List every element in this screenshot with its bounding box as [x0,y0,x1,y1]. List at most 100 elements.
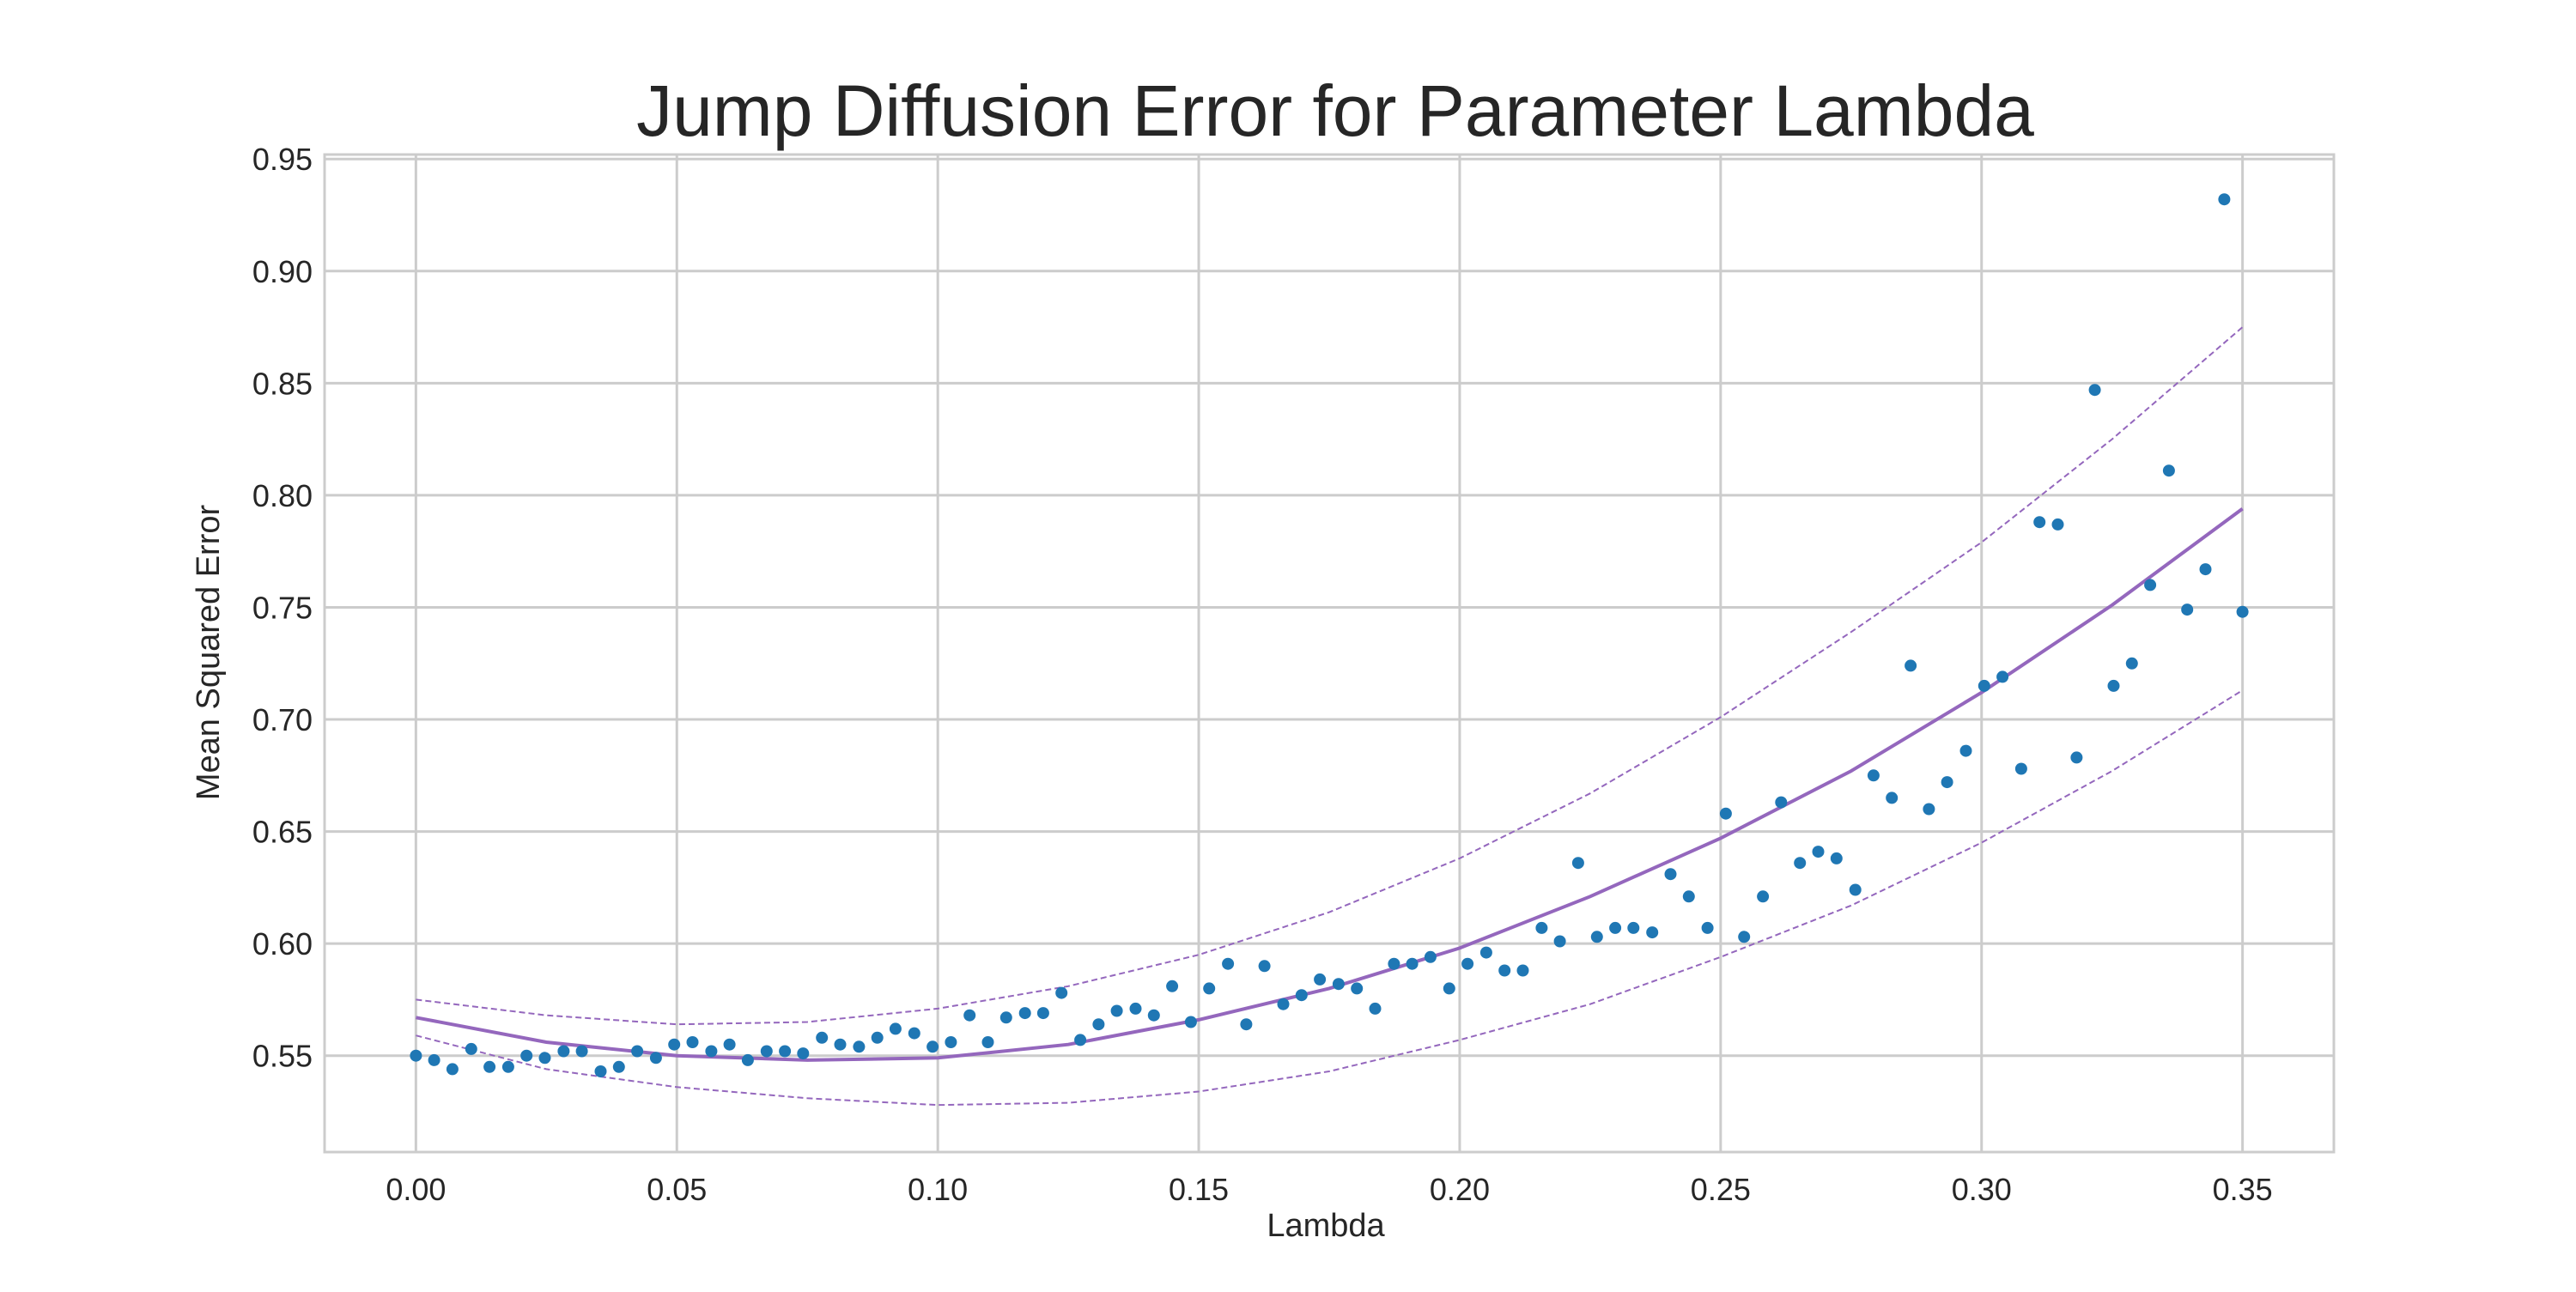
scatter-point [1959,744,1972,757]
scatter-point [1738,931,1751,943]
y-tick-label: 0.85 [252,366,313,401]
scatter-point [2033,516,2046,529]
series-line-fit [416,506,2244,1062]
scatter-point [1905,659,1917,672]
scatter-point [631,1045,644,1058]
scatter-point [1406,957,1419,970]
scatter-point [1184,1016,1197,1028]
scatter-point [1978,679,1990,692]
y-axis-label: Mean Squared Error [191,505,227,801]
scatter-point [1886,792,1899,804]
scatter-point [1277,998,1290,1010]
scatter-point [1794,857,1807,870]
plot-area-frame [323,153,2336,1154]
scatter-point [649,1052,662,1065]
scatter-point [1222,957,1235,970]
scatter-point [2199,563,2212,576]
scatter-point [1996,670,2009,683]
x-tick-label: 0.35 [2213,1172,2273,1207]
y-tick-label: 0.95 [252,142,313,177]
scatter-point [594,1065,607,1077]
scatter-point [1498,964,1511,977]
scatter-point [1516,964,1529,977]
y-tick-label: 0.75 [252,590,313,625]
x-axis-label: Lambda [1267,1208,1385,1244]
scatter-point [428,1053,440,1066]
scatter-point [1443,982,1455,995]
scatter-point [557,1045,570,1058]
scatter-point [2125,657,2138,670]
scatter-point [1147,1009,1160,1022]
y-axis-ticks: 0.55 0.60 0.65 0.70 0.75 0.80 0.85 0.90 0.95 [252,142,313,1073]
scatter-point [1424,950,1437,963]
x-tick-label: 0.25 [1691,1172,1751,1207]
scatter-point [1295,989,1308,1002]
y-tick-label: 0.70 [252,702,313,737]
scatter-point [779,1045,792,1058]
scatter-point [2014,762,2027,775]
scatter-point [816,1031,829,1044]
scatter-point [1258,960,1271,973]
y-tick-label: 0.65 [252,815,313,850]
scatter-point [963,1009,976,1022]
x-tick-label: 0.00 [386,1172,446,1207]
scatter-point [2218,193,2231,206]
scatter-point [1535,921,1548,934]
scatter-point [686,1036,699,1048]
scatter-point [1571,857,1584,870]
scatter-point [2181,604,2194,616]
scatter-point [520,1049,533,1062]
scatter-point [1203,982,1216,995]
x-tick-label: 0.30 [1952,1172,2012,1207]
scatter-point [2088,384,2101,397]
scatter-point [1110,1004,1123,1017]
scatter-point [853,1040,866,1053]
scatter-point [1757,890,1770,903]
scatter-point [1129,1002,1142,1015]
scatter-point [2070,751,2083,764]
scatter-point [1479,946,1492,959]
scatter-point [501,1060,514,1073]
scatter-point [1036,1007,1049,1020]
scatter-point [1867,769,1880,782]
scatter-point [797,1047,810,1060]
scatter-point [741,1053,754,1066]
scatter-point [1388,957,1400,970]
scatter-point [1166,980,1179,992]
scatter-point [2144,579,2157,591]
scatter-point [1461,957,1474,970]
scatter-point [446,1063,459,1076]
scatter-point [2051,518,2064,531]
y-tick-label: 0.60 [252,926,313,961]
scatter-point [1590,931,1603,943]
scatter-point [981,1036,994,1048]
scatter-point [575,1045,588,1058]
scatter-point [1314,973,1327,986]
scatter-point [2107,679,2120,692]
scatter-point [1701,921,1714,934]
scatter-point [1775,796,1788,809]
scatter-point [483,1060,496,1073]
scatter-point [927,1040,939,1053]
scatter-point [1369,1002,1382,1015]
scatter-point [871,1031,884,1044]
scatter-point [1332,978,1345,991]
scatter-point [1018,1007,1031,1020]
scatter-point [1351,982,1364,995]
y-tick-label: 0.90 [252,254,313,289]
scatter-point [1609,921,1622,934]
y-tick-label: 0.55 [252,1039,313,1074]
scatter-point [1646,926,1659,939]
scatter-point [1092,1018,1105,1031]
scatter-point [1055,986,1068,999]
scatter-point [1830,852,1843,864]
scatter-point [1553,935,1566,948]
scatter-point [908,1027,920,1040]
grid [325,155,2334,1152]
scatter-point [945,1036,957,1048]
scatter-point [1627,921,1640,934]
scatter-point [1849,883,1862,896]
x-tick-label: 0.10 [908,1172,968,1207]
x-axis-ticks: 0.00 0.05 0.10 0.15 0.20 0.25 0.30 0.35 [386,1172,2272,1207]
